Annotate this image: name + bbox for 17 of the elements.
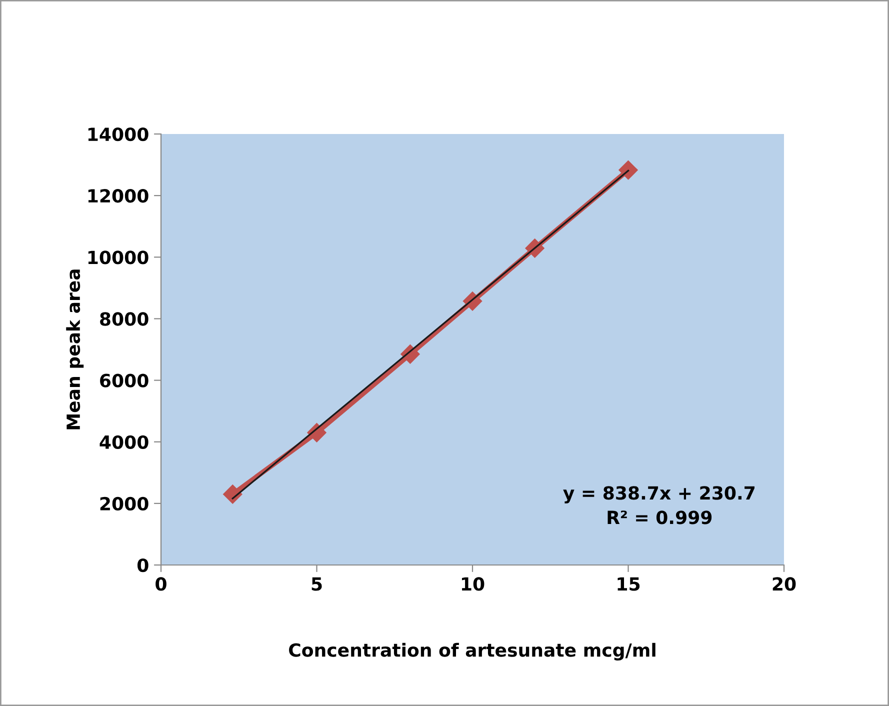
y-tick-label: 6000	[100, 374, 148, 388]
x-tick-label: 5	[312, 577, 322, 591]
y-tick-label: 2000	[100, 496, 148, 511]
point	[618, 160, 638, 180]
y-tick-label: 12000	[88, 189, 148, 203]
y-tick-label: 8000	[100, 312, 148, 326]
y-tick-label: 10000	[88, 250, 148, 264]
x-tick-label: 10	[462, 577, 484, 591]
x-axis-title: Concentration of artesunate mcg/ml	[289, 642, 656, 661]
y-tick-label: 0	[137, 558, 148, 572]
y-axis-title: Mean peak area	[66, 270, 84, 430]
x-tick-label: 20	[772, 577, 796, 591]
y-tick-label: 4000	[100, 435, 148, 449]
annotation: y = 838.7x + 230.7 R² = 0.999	[563, 486, 754, 524]
y-tick-label: 14000	[88, 127, 148, 142]
x-tick-label: 0	[156, 577, 166, 591]
x-tick-label: 15	[618, 577, 640, 591]
